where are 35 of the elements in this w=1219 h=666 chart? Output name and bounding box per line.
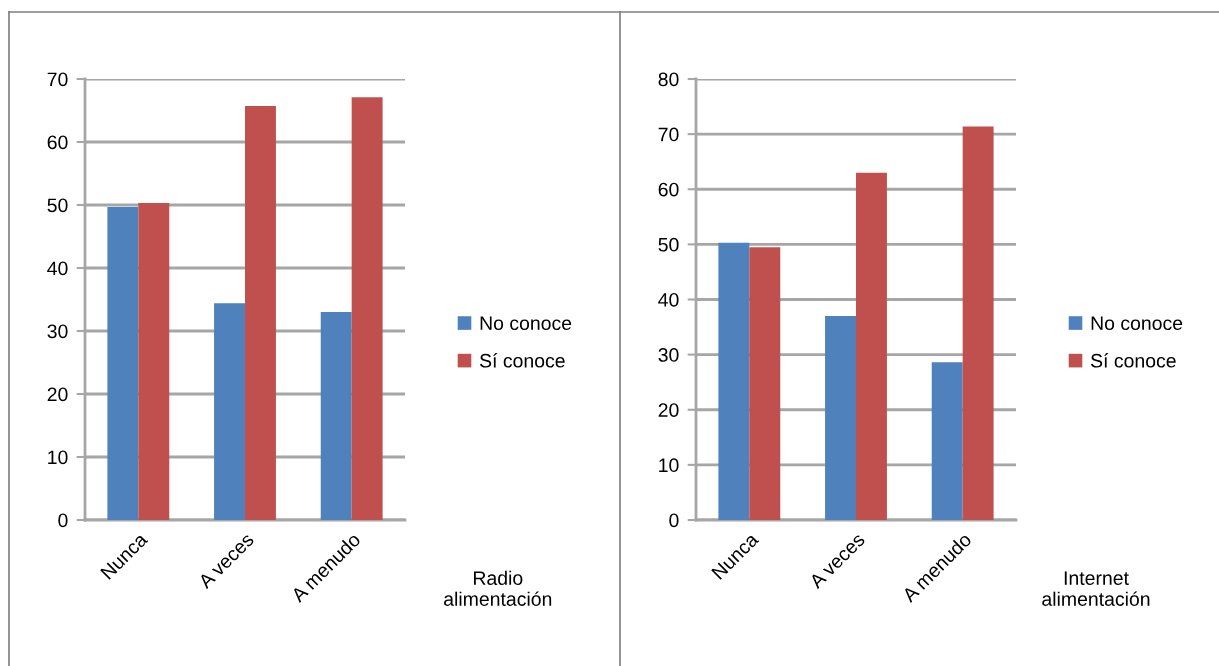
bar — [749, 247, 781, 520]
bar — [825, 316, 856, 520]
bar — [962, 126, 994, 520]
bar — [931, 362, 963, 520]
y-tick-label: 60 — [47, 135, 68, 150]
bar — [718, 242, 750, 520]
legend-label: No conoce — [480, 316, 572, 331]
y-tick-label: 0 — [58, 513, 68, 528]
bar — [856, 172, 887, 520]
y-tick-label: 60 — [658, 182, 679, 197]
legend-label: No conoce — [1091, 316, 1183, 331]
y-tick-label: 20 — [47, 387, 68, 402]
y-tick-label: 10 — [659, 458, 679, 473]
y-tick-label: 20 — [658, 403, 679, 417]
bar — [138, 203, 170, 520]
bar — [214, 303, 245, 520]
bar — [107, 206, 139, 520]
x-axis-title: Internet alimentación — [1042, 571, 1150, 606]
legend-label: Sí conoce — [479, 353, 565, 368]
y-tick-label: 30 — [658, 348, 679, 362]
y-tick-label: 10 — [48, 450, 68, 465]
y-tick-label: 30 — [47, 324, 68, 339]
y-tick-label: 40 — [47, 261, 68, 276]
y-tick-label: 50 — [47, 198, 68, 213]
x-axis-title: Radio alimentación — [444, 570, 552, 606]
y-tick-label: 0 — [669, 513, 679, 528]
y-tick-label: 70 — [658, 127, 679, 142]
y-tick-label: 50 — [658, 237, 679, 252]
y-tick-label: 80 — [658, 72, 679, 87]
bar — [245, 106, 276, 520]
y-tick-label: 70 — [47, 72, 68, 87]
bar — [351, 97, 383, 520]
bar — [320, 312, 352, 520]
legend-label: Sí conoce — [1090, 353, 1176, 368]
y-tick-label: 40 — [658, 292, 679, 307]
